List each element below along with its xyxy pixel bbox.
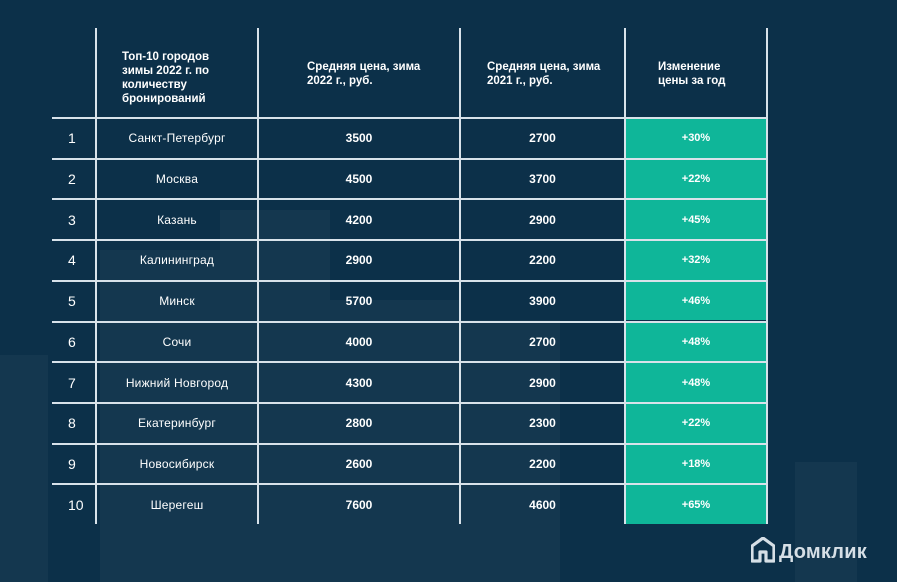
column-divider (624, 28, 626, 524)
price-2022-cell: 4200 (345, 212, 373, 227)
column-divider (95, 28, 97, 524)
change-cell: +46% (626, 281, 766, 321)
table-row: 9 Новосибирск 2600 2200 +18% (52, 442, 768, 484)
city-cell: Казань (157, 212, 197, 227)
column-divider (459, 28, 461, 524)
brand-logo: Домклик (750, 535, 867, 568)
price-2021-cell: 2700 (529, 334, 556, 349)
header-price-2022: Средняя цена, зима 2022 г., руб. (307, 61, 421, 87)
price-2022-cell: 3500 (345, 131, 373, 146)
change-cell: +65% (626, 485, 766, 524)
rank-cell: 10 (68, 496, 84, 513)
change-cell: +18% (626, 444, 766, 484)
price-2021-cell: 2700 (529, 131, 556, 146)
city-cell: Минск (159, 294, 195, 309)
price-2022-cell: 2600 (345, 456, 373, 471)
rank-cell: 1 (68, 130, 76, 147)
price-2022-cell: 4000 (345, 334, 373, 349)
change-cell: +30% (626, 119, 766, 158)
table-row: 5 Минск 5700 3900 +46% (52, 279, 768, 321)
price-2021-cell: 2900 (529, 212, 556, 227)
brand-name: Домклик (779, 540, 867, 563)
header-price-2021: Средняя цена, зима 2021 г., руб. (487, 61, 601, 87)
change-cell: +48% (626, 363, 766, 402)
price-2021-cell: 2200 (529, 253, 556, 268)
price-2021-cell: 3900 (529, 294, 556, 309)
city-cell: Калининград (139, 253, 215, 268)
price-2022-cell: 2800 (345, 416, 373, 431)
city-cell: Екатеринбург (138, 416, 216, 431)
table-header: Топ-10 городов зимы 2022 г. по количеств… (52, 28, 768, 117)
city-prices-table: Топ-10 городов зимы 2022 г. по количеств… (52, 28, 768, 524)
rank-cell: 5 (68, 293, 76, 310)
change-cell: +22% (626, 159, 766, 199)
city-cell: Санкт-Петербург (128, 131, 226, 146)
price-2022-cell: 5700 (345, 294, 373, 309)
table-row: 8 Екатеринбург 2800 2300 +22% (52, 401, 768, 443)
price-2021-cell: 2300 (529, 416, 556, 431)
price-2022-cell: 4500 (345, 172, 373, 187)
bg-skyline-block (0, 355, 48, 582)
table-row: 7 Нижний Новгород 4300 2900 +48% (52, 361, 768, 402)
header-change: Изменение цены за год (658, 61, 726, 87)
price-2021-cell: 3700 (529, 172, 556, 187)
price-2022-cell: 2900 (345, 253, 373, 268)
rank-cell: 4 (68, 252, 76, 269)
city-cell: Сочи (162, 334, 192, 349)
table-row: 10 Шерегеш 7600 4600 +65% (52, 483, 768, 524)
price-2022-cell: 4300 (345, 375, 373, 390)
rank-cell: 3 (68, 211, 76, 228)
change-cell: +45% (626, 200, 766, 240)
change-cell: +22% (626, 403, 766, 443)
rank-cell: 9 (68, 455, 76, 472)
city-cell: Новосибирск (139, 456, 215, 471)
change-cell: +32% (626, 241, 766, 280)
house-icon (750, 535, 776, 568)
rank-cell: 8 (68, 415, 76, 432)
rank-cell: 6 (68, 333, 76, 350)
column-divider (257, 28, 259, 524)
table-row: 2 Москва 4500 3700 +22% (52, 157, 768, 199)
price-2021-cell: 2900 (529, 375, 556, 390)
city-cell: Москва (155, 172, 199, 187)
column-divider (766, 28, 768, 524)
price-2021-cell: 4600 (529, 497, 556, 512)
city-cell: Шерегеш (150, 497, 204, 512)
rank-cell: 2 (68, 171, 76, 188)
header-city: Топ-10 городов зимы 2022 г. по количеств… (122, 51, 210, 105)
table-row: 6 Сочи 4000 2700 +48% (52, 320, 768, 362)
table-row: 1 Санкт-Петербург 3500 2700 +30% (52, 117, 768, 158)
change-cell: +48% (626, 322, 766, 362)
price-2022-cell: 7600 (345, 497, 373, 512)
rank-cell: 7 (68, 374, 76, 391)
city-cell: Нижний Новгород (125, 375, 229, 390)
table-row: 3 Казань 4200 2900 +45% (52, 198, 768, 240)
table-row: 4 Калининград 2900 2200 +32% (52, 239, 768, 280)
price-2021-cell: 2200 (529, 456, 556, 471)
